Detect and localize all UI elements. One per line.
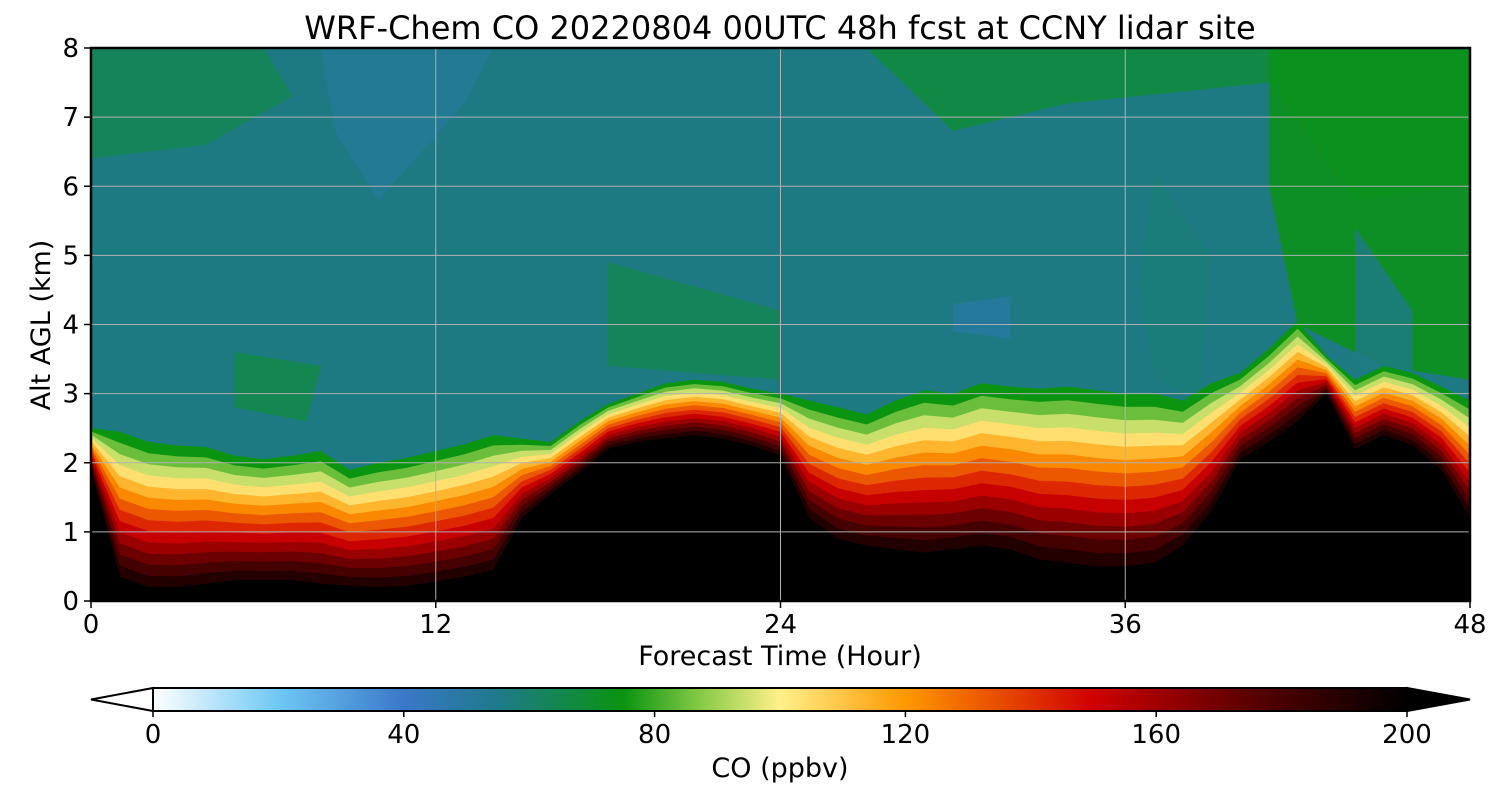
grid-lines [91,48,1470,601]
x-axis-label: Forecast Time (Hour) [638,641,922,672]
background-patch [1268,48,1470,380]
colorbar-tick-label: 0 [145,720,162,750]
y-axis: 0 1 2 3 4 5 6 7 8 [62,34,91,617]
colorbar: 0 40 80 120 160 200 CO (ppbv) [90,686,1471,784]
y-tick-label: 7 [62,103,79,133]
chart-title: WRF-Chem CO 20220804 00UTC 48h fcst at C… [304,9,1255,47]
y-tick-label: 2 [62,449,79,479]
y-tick-label: 8 [62,34,79,64]
x-tick-label: 0 [83,610,100,640]
y-tick-label: 6 [62,172,79,202]
background-patch [1139,172,1212,401]
y-tick-label: 3 [62,380,79,410]
background-patch [608,262,781,380]
y-tick-label: 1 [62,518,79,548]
x-tick-label: 48 [1453,610,1486,640]
colorbar-tick-label: 200 [1382,720,1432,750]
colorbar-extend-low [90,686,154,713]
colorbar-label: CO (ppbv) [711,753,848,784]
colorbar-tick-label: 80 [638,720,671,750]
background-patch [91,48,293,159]
x-tick-label: 12 [419,610,452,640]
x-axis: 0 12 24 36 48 [83,601,1487,640]
background-patch [952,296,1011,339]
plot-area [91,48,1470,601]
colorbar-tick-label: 120 [881,720,931,750]
colorbar-tick-label: 40 [387,720,420,750]
y-axis-label: Alt AGL (km) [26,240,57,411]
colorbar-extend-high [1406,686,1471,713]
colorbar-ticks: 0 40 80 120 160 200 [145,711,1432,750]
background-patches [91,48,1470,422]
x-tick-label: 36 [1109,610,1142,640]
colorbar-body [153,688,1407,711]
colorbar-tick-label: 160 [1131,720,1181,750]
y-tick-label: 4 [62,311,79,341]
x-tick-label: 24 [764,610,797,640]
y-tick-label: 0 [62,587,79,617]
background-patch [234,352,321,422]
background-patch [320,48,494,201]
y-tick-label: 5 [62,241,79,271]
background-patch [1355,227,1413,373]
